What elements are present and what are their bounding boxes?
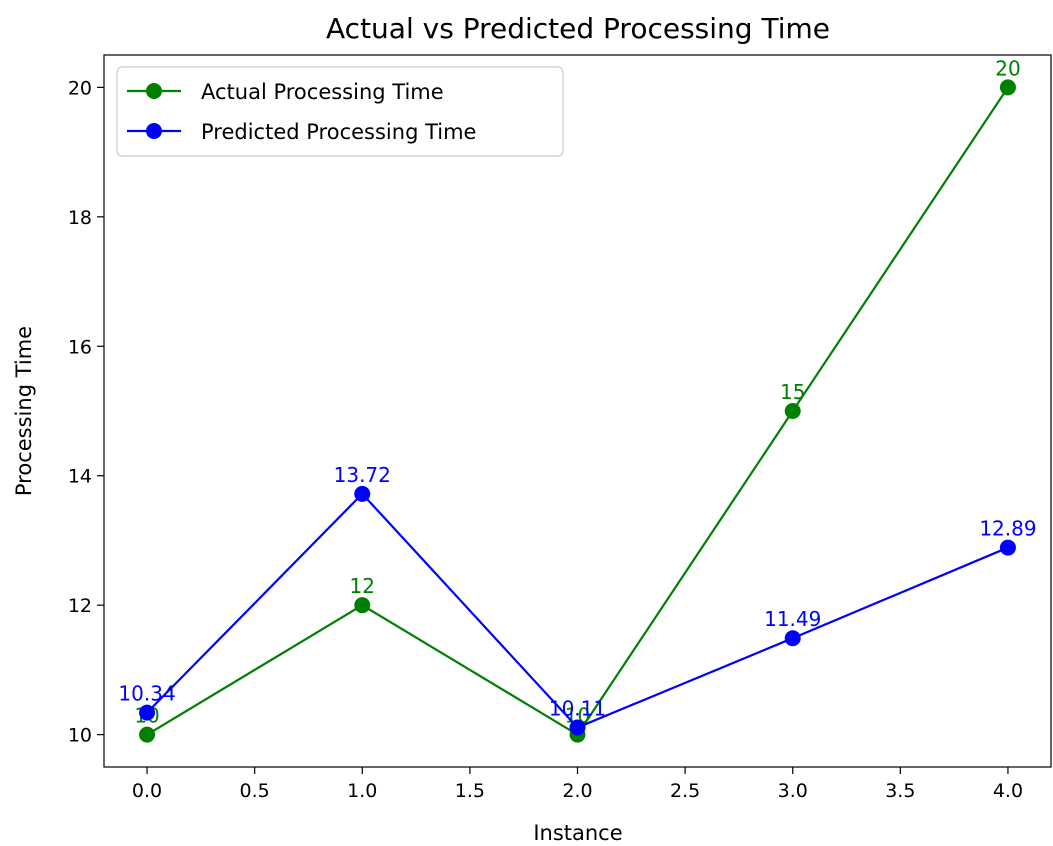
x-tick-label: 2.5 [670,780,700,802]
y-tick-label: 10 [68,725,92,747]
series-line [146,86,1009,737]
series-predicted: 10.34 13.72 10.11 11.49 12.89 [118,463,1037,736]
legend-box [116,66,564,157]
legend-label: Actual Processing Time [201,80,444,104]
y-tick-label: 12 [68,595,92,617]
series-line [146,492,1009,729]
x-tick-label: 3.5 [885,780,915,802]
data-label: 12 [350,574,375,598]
legend-marker [146,83,162,99]
y-tick-label: 16 [68,336,92,358]
data-label: 15 [780,380,805,404]
x-axis-label: Instance [533,821,622,845]
data-point [784,403,801,419]
data-point [999,539,1016,556]
legend-label: Predicted Processing Time [201,120,476,144]
data-label: 12.89 [979,517,1036,541]
data-point [139,704,156,721]
x-tick-label: 3.0 [778,780,808,802]
x-tick-label: 0.0 [132,780,162,802]
series-actual: 1012101520 [134,56,1021,743]
data-point [354,485,371,502]
data-label: 10.11 [549,697,606,721]
y-tick-label: 20 [68,77,92,99]
x-tick-label: 2.0 [562,780,592,802]
data-point [999,79,1016,96]
x-axis: 0.0 0.5 1.0 1.5 2.0 2.5 3.0 3.5 4.0 [132,767,1023,802]
x-tick-label: 1.5 [455,780,485,802]
data-point [784,630,801,647]
data-point [569,719,586,736]
x-tick-label: 0.5 [240,780,270,802]
x-tick-label: 1.0 [347,780,377,802]
chart-title: Actual vs Predicted Processing Time [326,12,830,45]
data-label: 10.34 [118,682,175,706]
y-tick-label: 18 [68,207,92,229]
data-label: 20 [995,56,1020,80]
y-axis-label: Processing Time [12,326,36,496]
x-tick-label: 4.0 [993,780,1023,802]
data-point [139,726,156,743]
data-point [354,597,371,614]
data-label: 11.49 [764,607,821,631]
legend-marker [146,123,162,139]
legend: Actual Processing Time Predicted Processi… [116,66,564,157]
data-label: 13.72 [334,463,391,487]
plot-frame [103,54,1052,768]
y-tick-label: 14 [68,466,92,488]
y-axis: 10 12 14 16 18 20 [68,77,104,747]
